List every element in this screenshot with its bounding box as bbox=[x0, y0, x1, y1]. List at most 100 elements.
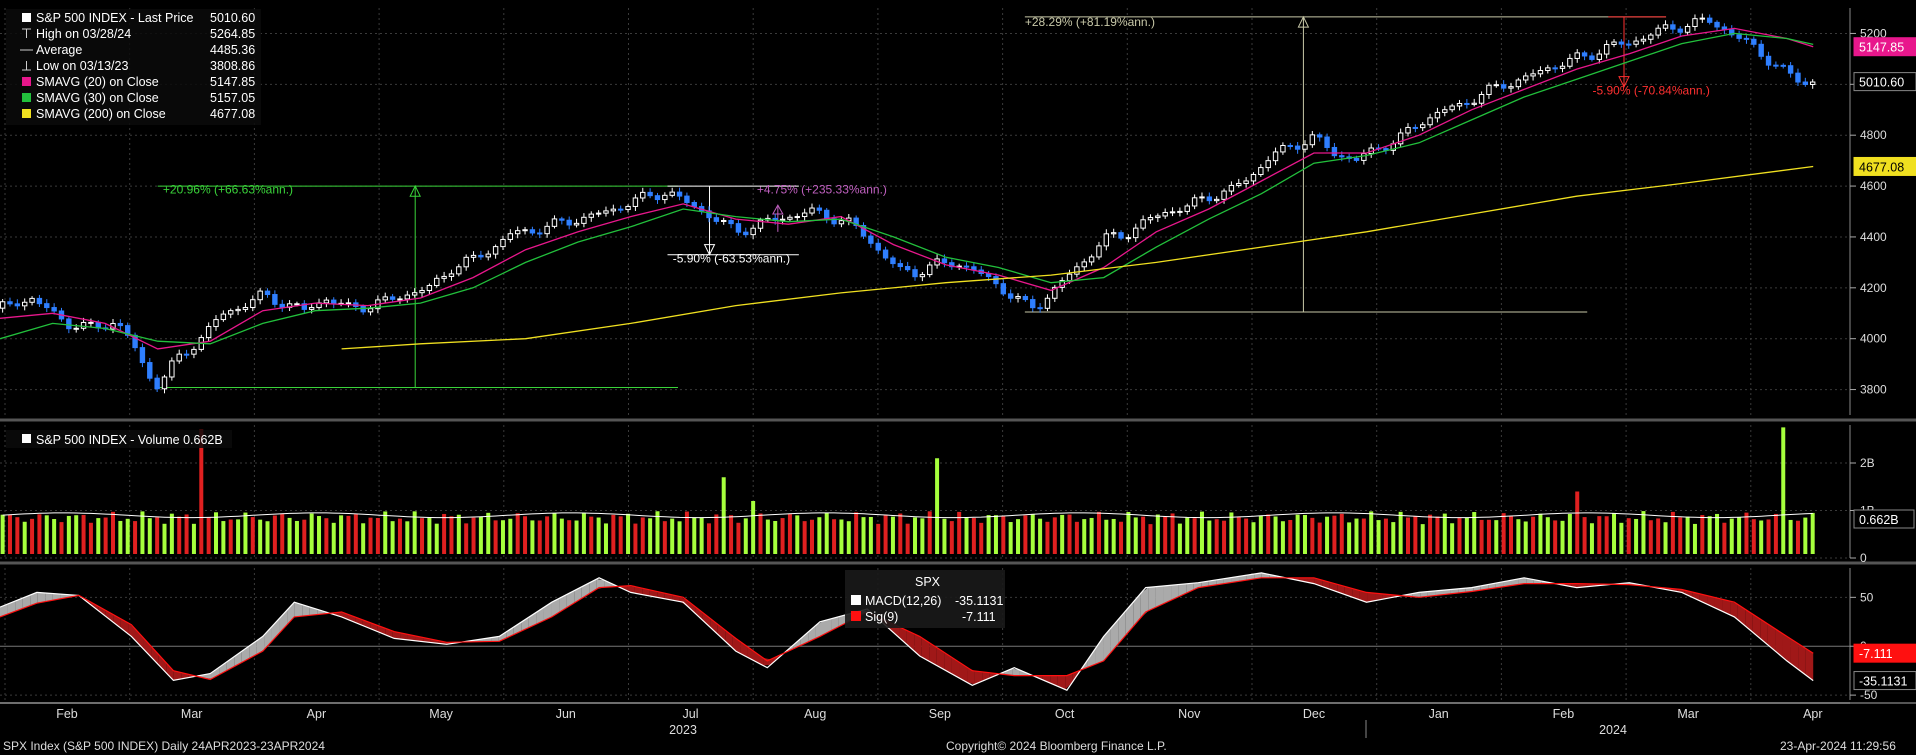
candle-body bbox=[161, 376, 168, 390]
volume-panel[interactable]: 01B2B S&P 500 INDEX - Volume 0.662B 0.66… bbox=[0, 425, 1915, 565]
macd-fill-segment bbox=[899, 626, 907, 645]
volume-bar bbox=[1729, 518, 1734, 554]
volume-y-tick-label: 0 bbox=[1860, 551, 1867, 565]
macd-fill-segment bbox=[1118, 610, 1126, 645]
macd-legend-swatch-sig[interactable] bbox=[851, 611, 861, 621]
macd-fill-segment bbox=[1299, 577, 1308, 583]
x-month-label: Aug bbox=[804, 707, 826, 721]
volume-legend-swatch[interactable] bbox=[22, 434, 31, 443]
volume-bar bbox=[530, 520, 535, 554]
macd-fill-segment bbox=[1087, 648, 1096, 668]
candle-body bbox=[1030, 299, 1036, 309]
price-annotation-lines bbox=[157, 15, 1667, 389]
candle-body bbox=[1155, 215, 1161, 219]
footer-left: SPX Index (S&P 500 INDEX) Daily 24APR202… bbox=[3, 739, 325, 753]
volume-bar bbox=[1185, 517, 1190, 554]
macd-fill-segment bbox=[1065, 673, 1073, 690]
price-legend-title-swatch[interactable] bbox=[22, 13, 31, 22]
macd-fill-segment bbox=[649, 589, 658, 598]
x-month-label: Feb bbox=[56, 707, 78, 721]
price-legend-title: S&P 500 INDEX - Last Price bbox=[36, 11, 194, 25]
candle-body bbox=[654, 195, 661, 201]
volume-bar bbox=[1803, 517, 1808, 554]
candle-body bbox=[1751, 38, 1757, 45]
volume-bar bbox=[537, 520, 542, 554]
price-y-tick-label: 4400 bbox=[1860, 230, 1887, 244]
volume-bar bbox=[552, 513, 557, 554]
volume-bar bbox=[1773, 513, 1778, 554]
macd-fill-segment bbox=[695, 606, 703, 621]
x-year-label: 2024 bbox=[1599, 723, 1627, 737]
macd-fill-segment bbox=[1745, 609, 1753, 633]
legend-value: 5264.85 bbox=[210, 27, 255, 41]
macd-fill-segment bbox=[173, 670, 182, 681]
candle-body bbox=[595, 212, 602, 215]
volume-bar bbox=[1317, 522, 1322, 554]
volume-bar bbox=[1170, 513, 1175, 554]
candle-body bbox=[367, 308, 374, 313]
volume-bars bbox=[0, 427, 1815, 554]
volume-bar bbox=[302, 519, 307, 554]
macd-fill-segment bbox=[1730, 601, 1738, 620]
macd-legend-swatch-macd[interactable] bbox=[851, 595, 861, 605]
macd-fill-segment bbox=[800, 631, 809, 646]
volume-average-line bbox=[2, 512, 1813, 519]
macd-fill-segment bbox=[347, 614, 356, 623]
volume-legend[interactable]: S&P 500 INDEX - Volume 0.662B bbox=[6, 430, 232, 448]
volume-bar bbox=[1479, 519, 1484, 554]
candle-body bbox=[1236, 182, 1242, 186]
macd-fill-segment bbox=[1359, 590, 1368, 603]
annotation-label: +20.96% (+66.63%ann.) bbox=[163, 183, 293, 197]
volume-bar bbox=[331, 522, 336, 554]
candle-body bbox=[1515, 79, 1522, 88]
macd-fill-segment bbox=[1775, 628, 1783, 658]
candle-body bbox=[1714, 21, 1720, 28]
candle-body bbox=[838, 220, 845, 225]
macd-fill-segment bbox=[951, 657, 960, 679]
candle-body bbox=[500, 238, 506, 248]
volume-bar bbox=[1266, 514, 1271, 554]
candle-body bbox=[147, 362, 153, 379]
legend-label: Low on 03/13/23 bbox=[36, 59, 128, 73]
price-legend[interactable]: S&P 500 INDEX - Last Price 5010.60 High … bbox=[6, 9, 261, 125]
macd-panel[interactable]: 500-50 -7.111-35.1131 SPX MACD(12,26) -3… bbox=[0, 568, 1916, 702]
candle-body bbox=[1191, 197, 1198, 207]
candle-body bbox=[1699, 17, 1706, 20]
volume-bar bbox=[1626, 518, 1631, 554]
volume-bar bbox=[1501, 513, 1506, 554]
macd-legend-label-macd: MACD(12,26) bbox=[865, 594, 941, 608]
candle-body bbox=[757, 219, 764, 229]
legend-value: 4485.36 bbox=[210, 43, 255, 57]
volume-bar bbox=[964, 517, 969, 554]
volume-bar bbox=[1553, 520, 1558, 554]
candle-body bbox=[360, 306, 366, 313]
candle-body bbox=[1074, 266, 1080, 275]
candle-body bbox=[1000, 283, 1007, 295]
macd-fill-segment bbox=[1155, 585, 1164, 608]
candle-body bbox=[949, 262, 955, 268]
candle-body bbox=[213, 319, 219, 328]
macd-legend[interactable]: SPX MACD(12,26) -35.1131 Sig(9) -7.111 bbox=[845, 570, 1005, 628]
candle-body bbox=[1221, 190, 1227, 200]
volume-bar bbox=[729, 515, 734, 554]
volume-bar bbox=[1494, 520, 1499, 554]
macd-right-label-bg bbox=[1853, 671, 1916, 691]
volume-bar bbox=[1715, 513, 1720, 554]
annotation-label: -5.90% (-70.84%ann.) bbox=[1592, 83, 1709, 97]
volume-bar bbox=[30, 518, 35, 554]
macd-fill-segment bbox=[1004, 668, 1013, 676]
macd-fill-segment bbox=[271, 618, 280, 642]
candle-body bbox=[279, 303, 285, 308]
candle-body bbox=[1317, 134, 1323, 138]
candle-body bbox=[478, 254, 484, 258]
volume-bar bbox=[817, 517, 822, 554]
candle-body bbox=[1007, 293, 1014, 299]
macd-histogram-fill bbox=[0, 572, 1814, 690]
x-year-label: 2023 bbox=[669, 723, 697, 737]
volume-bar bbox=[287, 517, 292, 554]
price-panel[interactable]: +20.96% (+66.63%ann.) -5.90% (-63.53%ann.… bbox=[0, 8, 1916, 415]
candle-body bbox=[617, 208, 624, 211]
macd-legend-bg bbox=[845, 570, 1005, 628]
legend-label: Average bbox=[36, 43, 82, 57]
candle-body bbox=[139, 347, 146, 364]
